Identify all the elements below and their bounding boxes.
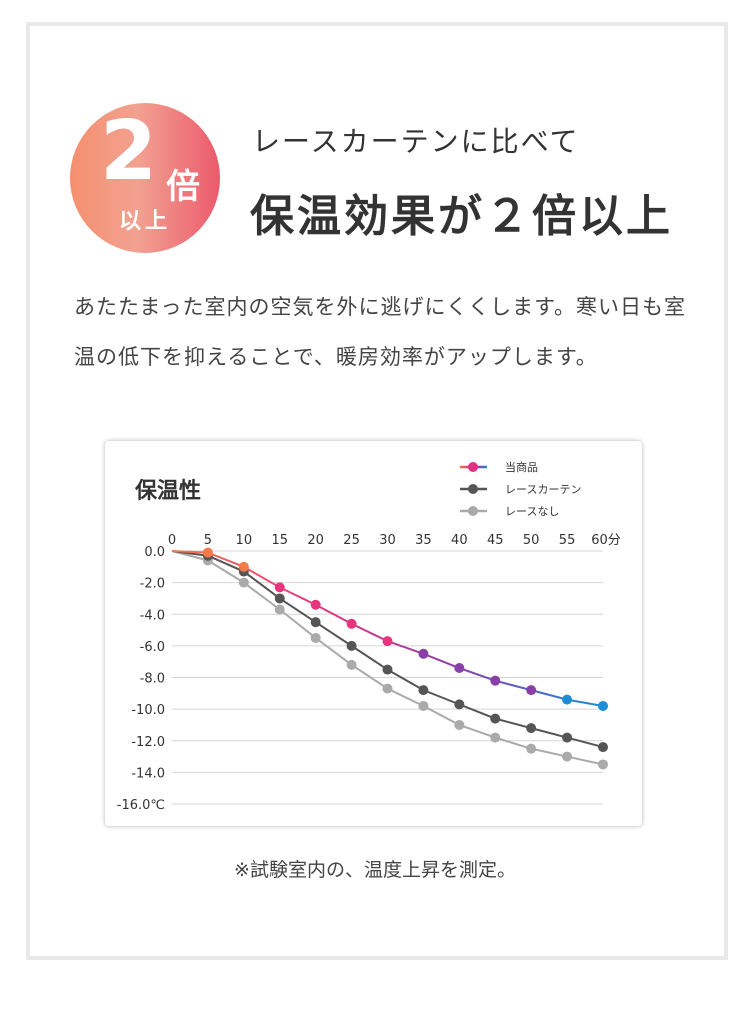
data-point [490,732,501,743]
data-point [526,743,537,754]
x-tick-label: 55 [559,533,576,548]
x-tick-label: 30 [379,533,396,548]
data-point [598,742,608,753]
x-tick-label: 60分 [591,533,621,548]
legend-marker [468,484,478,494]
data-point [382,636,393,647]
chart: 保温性 0.0 -2.0 -4.0 -6.0 -8.0 -10.0 -12.0 -14.0 -16… [117,460,621,813]
x-tick-label: 50 [523,533,540,548]
data-point [454,699,465,710]
x-tick-label: 25 [343,533,360,548]
chart-title: 保温性 [134,479,201,504]
data-point [418,685,429,696]
data-point [382,683,393,694]
two-times-badge: 2 倍 以上 [70,103,220,253]
data-point [238,577,249,588]
data-point [274,604,285,615]
legend-marker [468,506,478,516]
x-tick-label: 5 [204,533,212,548]
x-tick-label: 45 [487,533,504,548]
x-tick-label: 20 [307,533,324,548]
badge-unit: 倍 [166,167,200,207]
y-tick-label: -6.0 [140,640,165,655]
legend-label: 当商品 [505,460,538,474]
y-tick-label: -8.0 [140,672,165,687]
x-tick-label: 15 [271,533,288,548]
data-point [526,723,537,734]
series-line-1 [171,550,604,749]
data-point [346,659,357,670]
data-point [526,685,537,696]
description: あたたまった室内の空気を外に逃げにくくします。寒い日も室温の低下を抑えることで、… [74,295,687,369]
data-point [562,751,573,762]
x-tick-label: 10 [236,533,253,548]
footnote: ※試験室内の、温度上昇を測定。 [234,859,516,881]
data-point [310,599,321,610]
badge-number: 2 [100,104,158,199]
data-point [346,618,357,629]
data-point [310,617,321,628]
series-line-0 [171,550,604,707]
data-point [238,561,249,572]
subtitle: レースカーテンに比べて [252,125,580,158]
data-point [274,582,285,593]
legend-marker [468,462,478,472]
y-tick-label: 0.0 [144,545,165,560]
legend-label: レースなし [505,505,559,518]
data-point [310,632,321,643]
y-tick-label: -12.0 [131,735,165,750]
y-tick-label: -14.0 [131,766,165,781]
data-point [454,719,465,730]
data-point [418,700,429,711]
data-point [598,759,608,770]
data-point [490,713,501,724]
x-tick-label: 40 [451,533,468,548]
chart-card: 保温性 0.0 -2.0 -4.0 -6.0 -8.0 -10.0 -12.0 -14.0 -16… [105,441,642,826]
badge-suffix: 以上 [118,209,171,234]
data-point [598,700,608,711]
data-point [202,547,213,558]
data-point [418,648,429,659]
data-point [454,663,465,674]
headline: 保温効果が２倍以上 [250,191,673,242]
data-point [382,664,393,675]
y-tick-label: -16.0℃ [117,798,165,813]
legend-label: レースカーテン [505,483,581,496]
y-tick-label: -10.0 [131,703,165,718]
x-tick-label: 35 [415,533,432,548]
data-point [562,694,573,705]
y-tick-label: -4.0 [140,608,165,623]
x-tick-label: 0 [168,533,176,548]
data-point [346,640,357,651]
data-point [562,732,573,743]
data-point [274,593,285,604]
data-point [490,675,501,686]
y-tick-label: -2.0 [140,577,165,592]
